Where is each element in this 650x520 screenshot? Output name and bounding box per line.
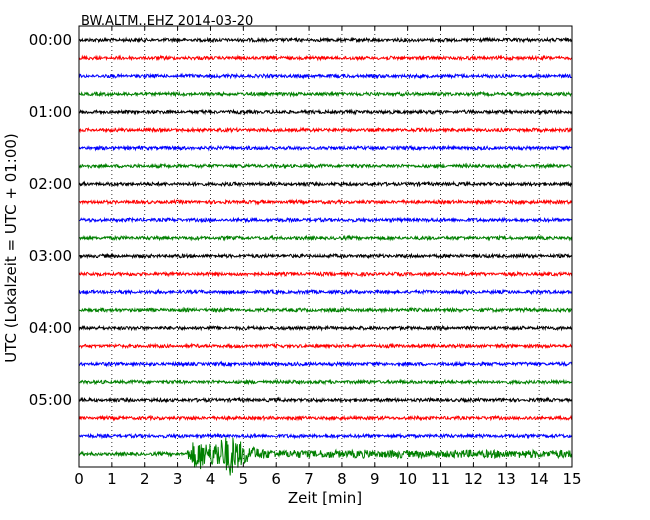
trace-line [78, 108, 573, 116]
x-tick-label: 3 [173, 470, 183, 488]
trace-line [78, 378, 573, 386]
trace-line [78, 270, 573, 278]
x-axis-label: Zeit [min] [288, 489, 362, 507]
x-tick-label: 13 [497, 470, 516, 488]
trace-line [78, 234, 573, 242]
trace-line [78, 162, 573, 170]
x-tick-label: 6 [271, 470, 281, 488]
trace-line [78, 72, 573, 80]
trace-line [78, 198, 573, 206]
trace-line [78, 396, 573, 404]
x-tick-label: 0 [74, 470, 84, 488]
trace-line [78, 288, 573, 296]
trace-line [78, 90, 573, 98]
trace-line [78, 414, 573, 422]
chart-title: BW.ALTM..EHZ 2014-03-20 [81, 14, 253, 29]
trace-line [78, 306, 573, 314]
x-tick-label: 7 [304, 470, 314, 488]
x-tick-label: 11 [431, 470, 450, 488]
trace-line [78, 324, 573, 332]
y-tick-label: 01:00 [29, 103, 72, 121]
trace-line [78, 342, 573, 350]
tick-group: 0 1 2 3 4 5 6 7 8 9 10 11 12 13 14 1500:0001:0002:0003:… [29, 26, 582, 488]
x-tick-label: 2 [140, 470, 150, 488]
x-tick-label: 10 [398, 470, 417, 488]
trace-group [78, 36, 573, 476]
x-tick-label: 9 [370, 470, 380, 488]
trace-line [78, 216, 573, 224]
plot-frame [78, 25, 573, 468]
trace-line [78, 54, 573, 62]
y-tick-label: 04:00 [29, 319, 72, 337]
x-tick-label: 5 [239, 470, 249, 488]
x-tick-label: 15 [562, 470, 581, 488]
trace-line [78, 360, 573, 368]
trace-line [78, 180, 573, 188]
x-tick-label: 8 [337, 470, 347, 488]
y-tick-label: 05:00 [29, 391, 72, 409]
trace-line [78, 252, 573, 260]
trace-line [78, 144, 573, 152]
trace-line [78, 437, 573, 476]
trace-line [78, 36, 573, 44]
x-tick-label: 12 [464, 470, 483, 488]
y-tick-label: 02:00 [29, 175, 72, 193]
trace-line [78, 432, 573, 440]
y-tick-label: 03:00 [29, 247, 72, 265]
trace-line [78, 126, 573, 134]
y-axis-label: UTC (Lokalzeit = UTC + 01:00) [2, 133, 20, 363]
x-tick-label: 14 [530, 470, 549, 488]
y-tick-label: 00:00 [29, 31, 72, 49]
x-tick-label: 1 [107, 470, 117, 488]
x-tick-label: 4 [206, 470, 216, 488]
grid-lines [111, 26, 540, 467]
